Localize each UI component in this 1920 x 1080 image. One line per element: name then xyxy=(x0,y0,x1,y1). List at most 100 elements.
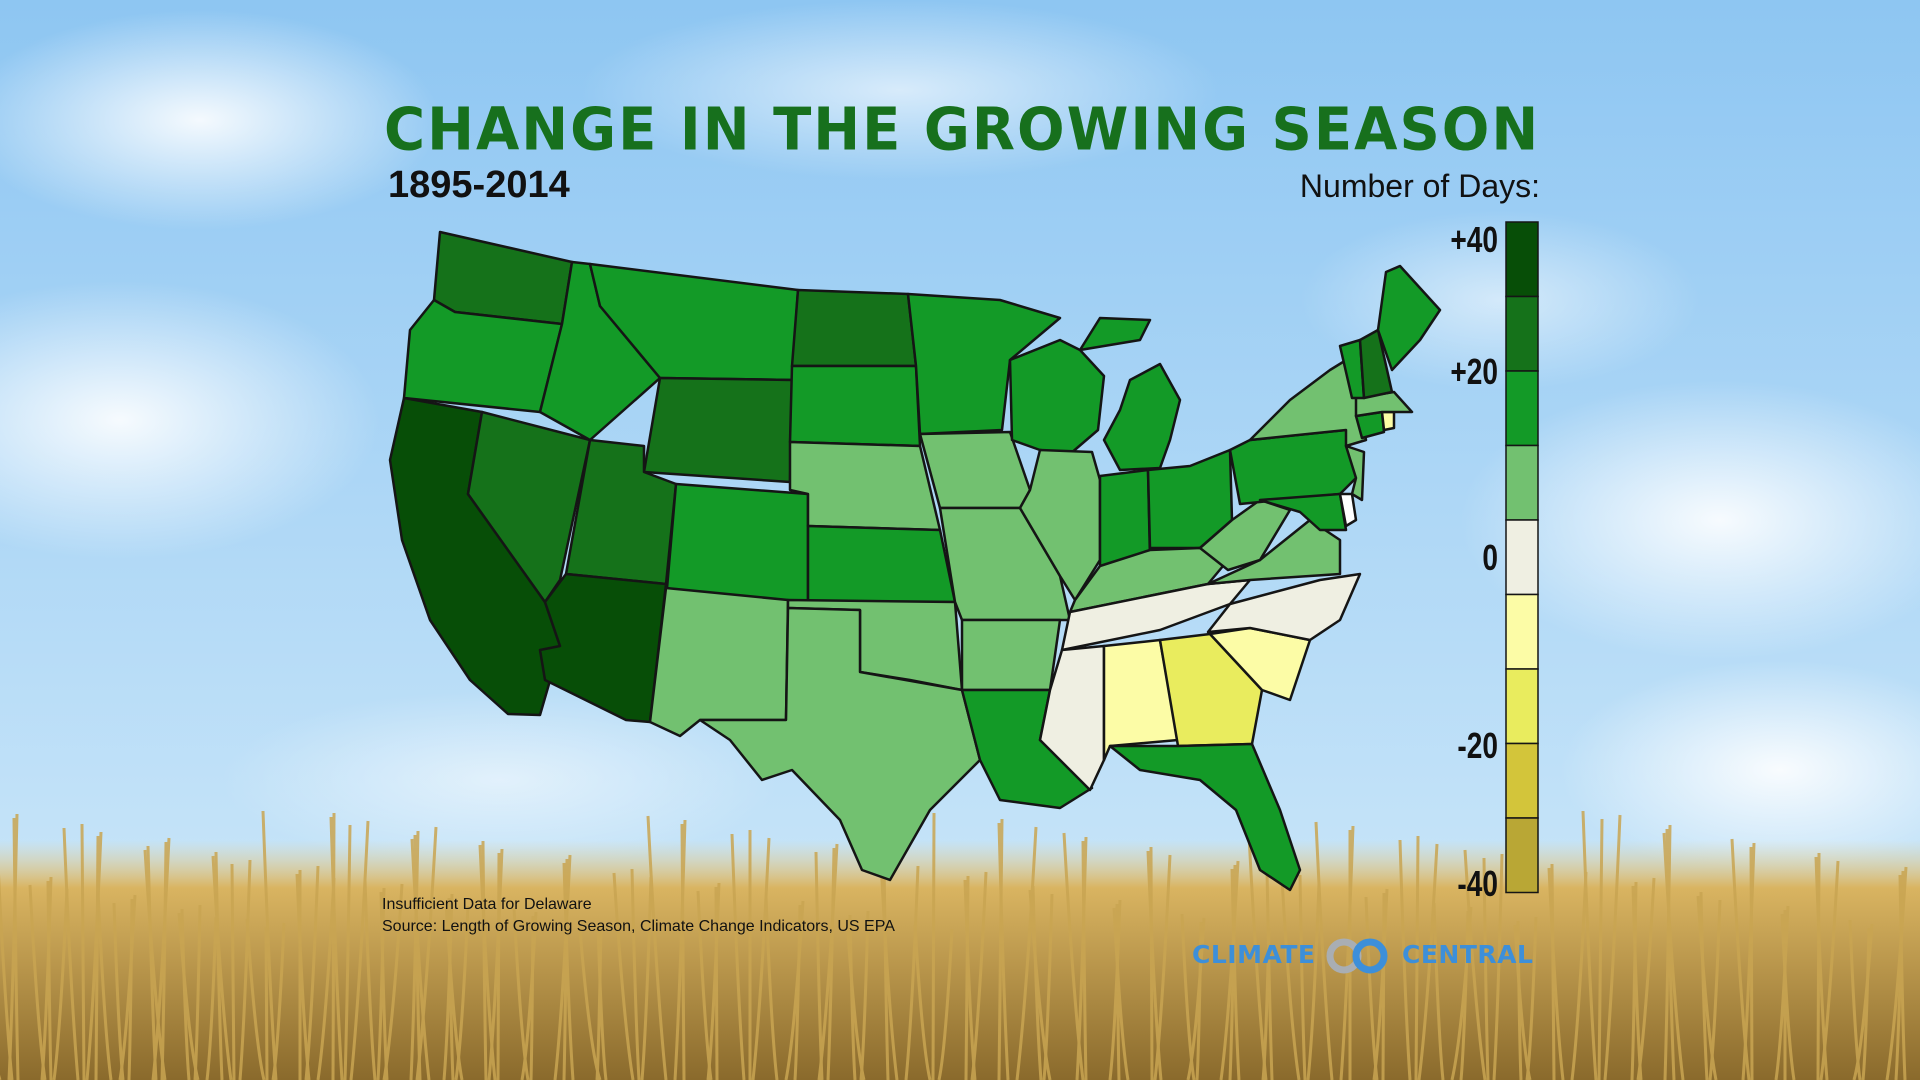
corn-stalk xyxy=(1398,839,1412,1080)
corn-stalk xyxy=(1603,814,1622,1080)
corn-stalk xyxy=(143,849,167,1080)
corn-stalk xyxy=(127,898,134,1080)
corn-stalk xyxy=(1417,843,1439,1080)
corn-stalk xyxy=(264,926,269,1080)
corn-stalk xyxy=(1780,913,1796,1080)
corn-stalk xyxy=(1381,892,1386,1080)
corn-stalk xyxy=(410,838,431,1080)
corn-stalk xyxy=(245,918,266,1080)
corn-stalk xyxy=(646,815,668,1080)
corn-stalk xyxy=(1774,905,1790,1080)
legend-bin-4 xyxy=(1505,519,1539,596)
corn-stalk xyxy=(1015,826,1038,1080)
corn-stalk xyxy=(343,824,352,1080)
corn-stalk xyxy=(826,847,836,1080)
corn-stalk xyxy=(444,901,464,1080)
corn-stalk xyxy=(904,865,920,1080)
corn-stalk xyxy=(331,812,336,1080)
corn-stalk xyxy=(379,891,389,1080)
corn-stalk xyxy=(578,929,602,1080)
corn-stalk xyxy=(1459,910,1470,1080)
corn-stalk xyxy=(640,876,653,1080)
corn-stalk xyxy=(1749,846,1754,1080)
corn-stalk xyxy=(764,896,779,1080)
legend-bin-0 xyxy=(1505,221,1539,298)
corn-stalk xyxy=(596,925,608,1080)
corn-stalk xyxy=(562,862,575,1080)
climate-central-logo-icon xyxy=(1326,938,1388,974)
corn-stalk xyxy=(1228,864,1237,1080)
corn-stalk xyxy=(714,886,719,1080)
corn-stalk xyxy=(1432,902,1445,1080)
corn-stalk xyxy=(696,890,713,1080)
year-range-subtitle: 1895-2014 xyxy=(388,164,570,206)
corn-stalk xyxy=(630,868,641,1080)
corn-stalk xyxy=(1298,874,1307,1080)
corn-stalk xyxy=(1631,885,1643,1080)
corn-stalk xyxy=(1550,863,1556,1080)
corn-stalk xyxy=(1180,913,1196,1080)
corn-stalk xyxy=(261,810,278,1080)
corn-stalk xyxy=(1028,889,1052,1080)
state-wisconsin xyxy=(1008,338,1106,456)
corn-stalk xyxy=(845,918,866,1080)
corn-stalk xyxy=(96,890,113,1080)
corn-stalk xyxy=(1146,850,1163,1080)
state-texas xyxy=(698,606,982,882)
state-new-jersey xyxy=(1344,444,1366,502)
corn-stalk xyxy=(882,857,890,1080)
corn-stalk xyxy=(1042,893,1054,1080)
corn-stalk xyxy=(1414,835,1420,1080)
corn-stalk xyxy=(52,888,69,1080)
corn-stalk xyxy=(1699,891,1709,1080)
corn-stalk xyxy=(238,859,252,1080)
corn-stalk xyxy=(94,835,100,1080)
corn-stalk xyxy=(177,912,200,1080)
corn-stalk xyxy=(1894,870,1905,1080)
corn-stalk xyxy=(1280,878,1301,1080)
corn-stalk xyxy=(1195,921,1203,1080)
corn-stalk xyxy=(512,907,530,1080)
corn-stalk xyxy=(211,855,233,1080)
corn-stalk xyxy=(1730,838,1751,1080)
brand-climate: CLIMATE xyxy=(1192,940,1316,969)
corn-stalk xyxy=(230,863,236,1080)
corn-stalk xyxy=(1075,836,1088,1080)
corn-stalk xyxy=(180,908,191,1080)
corn-stalk xyxy=(997,818,1004,1080)
legend-bin-3 xyxy=(1505,444,1539,521)
legend-tick-label: +40 xyxy=(1450,219,1498,260)
corn-stalk xyxy=(413,834,422,1080)
corn-stalk xyxy=(1581,810,1598,1080)
corn-stalk xyxy=(496,852,501,1080)
corn-stalk xyxy=(1708,899,1722,1080)
corn-stalk xyxy=(937,928,954,1080)
corn-stalk xyxy=(454,905,470,1080)
corn-stalk xyxy=(964,875,970,1080)
corn-stalk xyxy=(205,916,218,1080)
corn-stalk xyxy=(751,837,771,1080)
legend-bin-6 xyxy=(1505,668,1539,745)
corn-stalk xyxy=(1898,874,1907,1080)
legend-tick-label: +20 xyxy=(1450,351,1498,392)
corn-stalk xyxy=(1230,868,1241,1080)
corn-stalk xyxy=(376,887,386,1080)
corn-stalk xyxy=(1112,907,1130,1080)
corn-stalk xyxy=(1314,821,1334,1080)
corn-stalk xyxy=(442,893,454,1080)
corn-stalk xyxy=(329,816,344,1080)
corn-stalk xyxy=(931,812,936,1080)
source-note: Source: Length of Growing Season, Climat… xyxy=(382,918,895,935)
corn-stalk xyxy=(680,823,686,1080)
corn-stalk xyxy=(1547,867,1565,1080)
state-north-carolina xyxy=(1206,572,1362,642)
corn-stalk xyxy=(1364,896,1379,1080)
corn-stalk xyxy=(879,861,899,1080)
corn-stalk xyxy=(1816,852,1821,1080)
corn-stalk xyxy=(1814,856,1829,1080)
state-delaware xyxy=(1338,492,1358,528)
corn-stalk xyxy=(529,915,535,1080)
state-kentucky xyxy=(1068,546,1230,614)
